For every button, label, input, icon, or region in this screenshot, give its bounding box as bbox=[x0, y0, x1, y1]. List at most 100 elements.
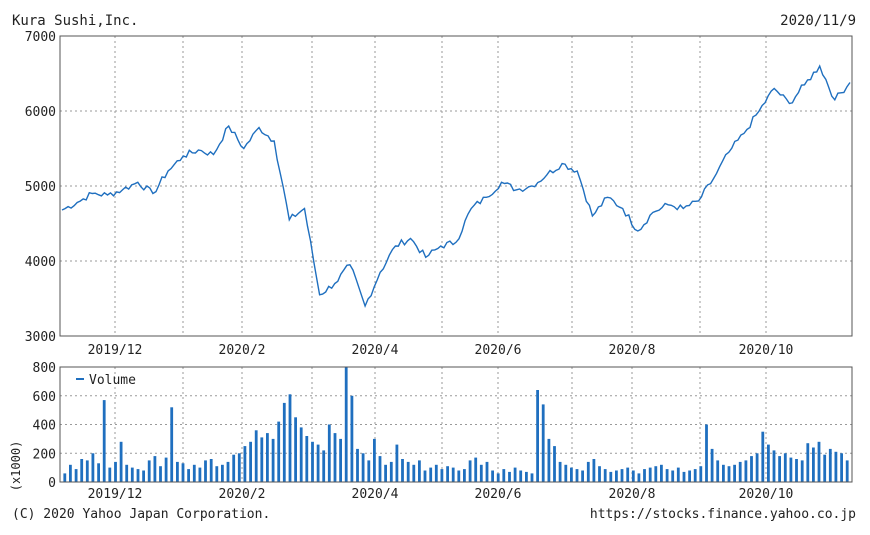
volume-bar bbox=[795, 459, 798, 482]
volume-bar bbox=[491, 471, 494, 483]
volume-bar bbox=[474, 458, 477, 482]
volume-bar bbox=[97, 463, 100, 482]
volume-x-tick-label: 2020/10 bbox=[739, 487, 794, 502]
volume-y-tick-label: 400 bbox=[33, 419, 56, 434]
company-name: Kura Sushi,Inc. bbox=[12, 13, 138, 29]
volume-bar bbox=[632, 471, 635, 483]
volume-bar bbox=[244, 446, 247, 482]
volume-bar bbox=[846, 460, 849, 482]
volume-bar bbox=[694, 469, 697, 482]
volume-bar bbox=[536, 390, 539, 482]
volume-bar bbox=[283, 403, 286, 482]
volume-bar bbox=[525, 472, 528, 482]
volume-bar bbox=[159, 466, 162, 482]
volume-bar bbox=[131, 468, 134, 482]
volume-bar bbox=[232, 455, 235, 482]
volume-bar bbox=[598, 466, 601, 482]
volume-bar bbox=[705, 425, 708, 483]
volume-bar bbox=[322, 450, 325, 482]
volume-bar bbox=[604, 469, 607, 482]
volume-bar bbox=[745, 460, 748, 482]
volume-bar bbox=[609, 472, 612, 482]
volume-bar bbox=[593, 459, 596, 482]
volume-y-tick-label: 200 bbox=[33, 447, 56, 462]
volume-bar bbox=[435, 465, 438, 482]
price-x-tick-label: 2020/10 bbox=[739, 343, 794, 358]
volume-bar bbox=[441, 469, 444, 482]
volume-bar bbox=[722, 465, 725, 482]
volume-bar bbox=[80, 459, 83, 482]
volume-bar bbox=[626, 468, 629, 482]
volume-bar bbox=[559, 462, 562, 482]
volume-x-tick-label: 2019/12 bbox=[88, 487, 143, 502]
volume-bar bbox=[486, 462, 489, 482]
volume-bar bbox=[806, 443, 809, 482]
volume-bar bbox=[548, 439, 551, 482]
volume-bar bbox=[92, 453, 95, 482]
volume-bar bbox=[379, 456, 382, 482]
volume-bar bbox=[401, 459, 404, 482]
volume-bar bbox=[756, 453, 759, 482]
volume-bar bbox=[457, 471, 460, 483]
price-x-tick-label: 2020/4 bbox=[352, 343, 399, 358]
volume-bar bbox=[255, 430, 258, 482]
volume-bar bbox=[728, 466, 731, 482]
volume-bar bbox=[446, 466, 449, 482]
volume-bar bbox=[683, 472, 686, 482]
price-y-tick-label: 5000 bbox=[25, 180, 56, 195]
volume-bar bbox=[531, 473, 534, 482]
volume-bar bbox=[699, 466, 702, 482]
volume-bar bbox=[716, 460, 719, 482]
volume-bar bbox=[356, 449, 359, 482]
volume-bar bbox=[351, 396, 354, 482]
volume-bar bbox=[564, 465, 567, 482]
volume-bar bbox=[570, 468, 573, 482]
volume-bar bbox=[210, 459, 213, 482]
volume-bar bbox=[587, 462, 590, 482]
volume-bar bbox=[187, 469, 190, 482]
volume-bar bbox=[367, 460, 370, 482]
volume-bar bbox=[103, 400, 106, 482]
volume-bar bbox=[654, 466, 657, 482]
volume-bar bbox=[289, 394, 292, 482]
source-url: https://stocks.finance.yahoo.co.jp bbox=[590, 507, 856, 522]
price-y-tick-label: 6000 bbox=[25, 105, 56, 120]
volume-bar bbox=[429, 468, 432, 482]
volume-bar bbox=[508, 472, 511, 482]
volume-bar bbox=[384, 465, 387, 482]
volume-bar bbox=[193, 465, 196, 482]
volume-bar bbox=[227, 462, 230, 482]
volume-y-tick-label: 0 bbox=[48, 476, 56, 491]
volume-bar bbox=[688, 471, 691, 483]
volume-bar bbox=[272, 439, 275, 482]
volume-bar bbox=[396, 445, 399, 482]
volume-bar bbox=[818, 442, 821, 482]
volume-bar bbox=[277, 422, 280, 482]
volume-bar bbox=[463, 469, 466, 482]
price-x-tick-label: 2020/2 bbox=[219, 343, 266, 358]
volume-bar bbox=[784, 453, 787, 482]
volume-bar bbox=[829, 449, 832, 482]
volume-bar bbox=[108, 468, 111, 482]
volume-bar bbox=[649, 468, 652, 482]
volume-bar bbox=[615, 471, 618, 483]
volume-bar bbox=[621, 469, 624, 482]
volume-bar bbox=[812, 448, 815, 483]
volume-bar bbox=[519, 471, 522, 483]
volume-bar bbox=[311, 442, 314, 482]
volume-bar bbox=[86, 460, 89, 482]
volume-bar bbox=[204, 460, 207, 482]
volume-bar bbox=[677, 468, 680, 482]
volume-x-tick-label: 2020/2 bbox=[219, 487, 266, 502]
volume-bar bbox=[114, 462, 117, 482]
volume-bar bbox=[260, 437, 263, 482]
volume-bar bbox=[215, 466, 218, 482]
price-x-tick-label: 2020/6 bbox=[475, 343, 522, 358]
volume-bar bbox=[767, 445, 770, 482]
volume-bar bbox=[339, 439, 342, 482]
volume-bar bbox=[469, 460, 472, 482]
volume-bar bbox=[137, 469, 140, 482]
volume-bar bbox=[63, 473, 66, 482]
